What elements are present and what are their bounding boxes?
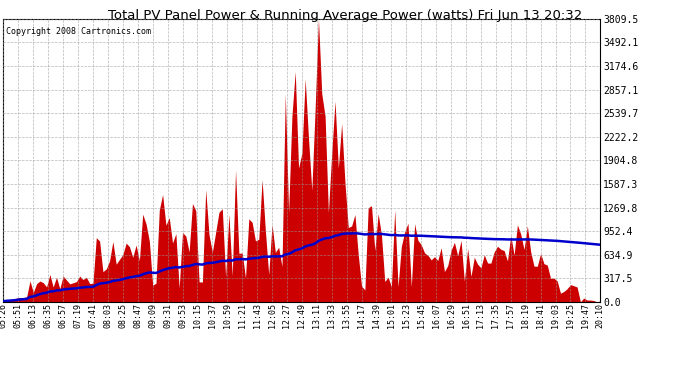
Text: Total PV Panel Power & Running Average Power (watts) Fri Jun 13 20:32: Total PV Panel Power & Running Average P… bbox=[108, 9, 582, 22]
Text: Copyright 2008 Cartronics.com: Copyright 2008 Cartronics.com bbox=[6, 27, 151, 36]
